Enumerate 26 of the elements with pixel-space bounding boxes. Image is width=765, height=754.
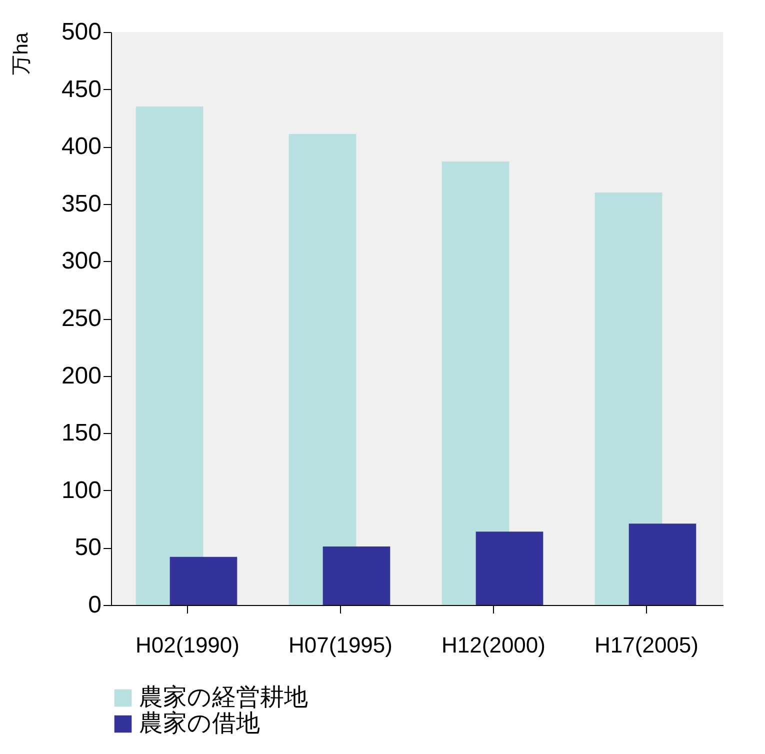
bar	[476, 532, 544, 605]
x-tick-label: H02(1990)	[136, 632, 240, 658]
bar	[322, 546, 390, 605]
bar	[442, 162, 510, 605]
y-tick-label: 300	[61, 248, 102, 275]
y-tick-label: 200	[61, 362, 102, 390]
y-tick-label: 0	[88, 592, 102, 618]
y-tick-label: 450	[61, 76, 102, 103]
bar	[288, 134, 356, 605]
y-tick-label: 350	[61, 190, 102, 218]
y-tick-label: 250	[61, 305, 102, 332]
y-tick-label: 500	[61, 18, 102, 46]
x-tick-label: H07(1995)	[288, 632, 392, 658]
bar	[594, 192, 662, 605]
legend-label: 農家の借地	[139, 710, 260, 737]
x-tick-label: H12(2000)	[442, 632, 546, 658]
bar	[628, 524, 696, 605]
y-tick-label: 400	[61, 133, 102, 160]
y-axis-title: 万ha	[10, 32, 32, 75]
bar	[170, 556, 238, 605]
x-tick-label: H17(2005)	[594, 632, 698, 658]
y-tick-label: 150	[61, 420, 102, 447]
y-tick-label: 100	[61, 476, 102, 504]
legend-label: 農家の経営耕地	[139, 684, 308, 711]
y-tick-label: 50	[74, 534, 102, 562]
bar	[136, 106, 204, 605]
